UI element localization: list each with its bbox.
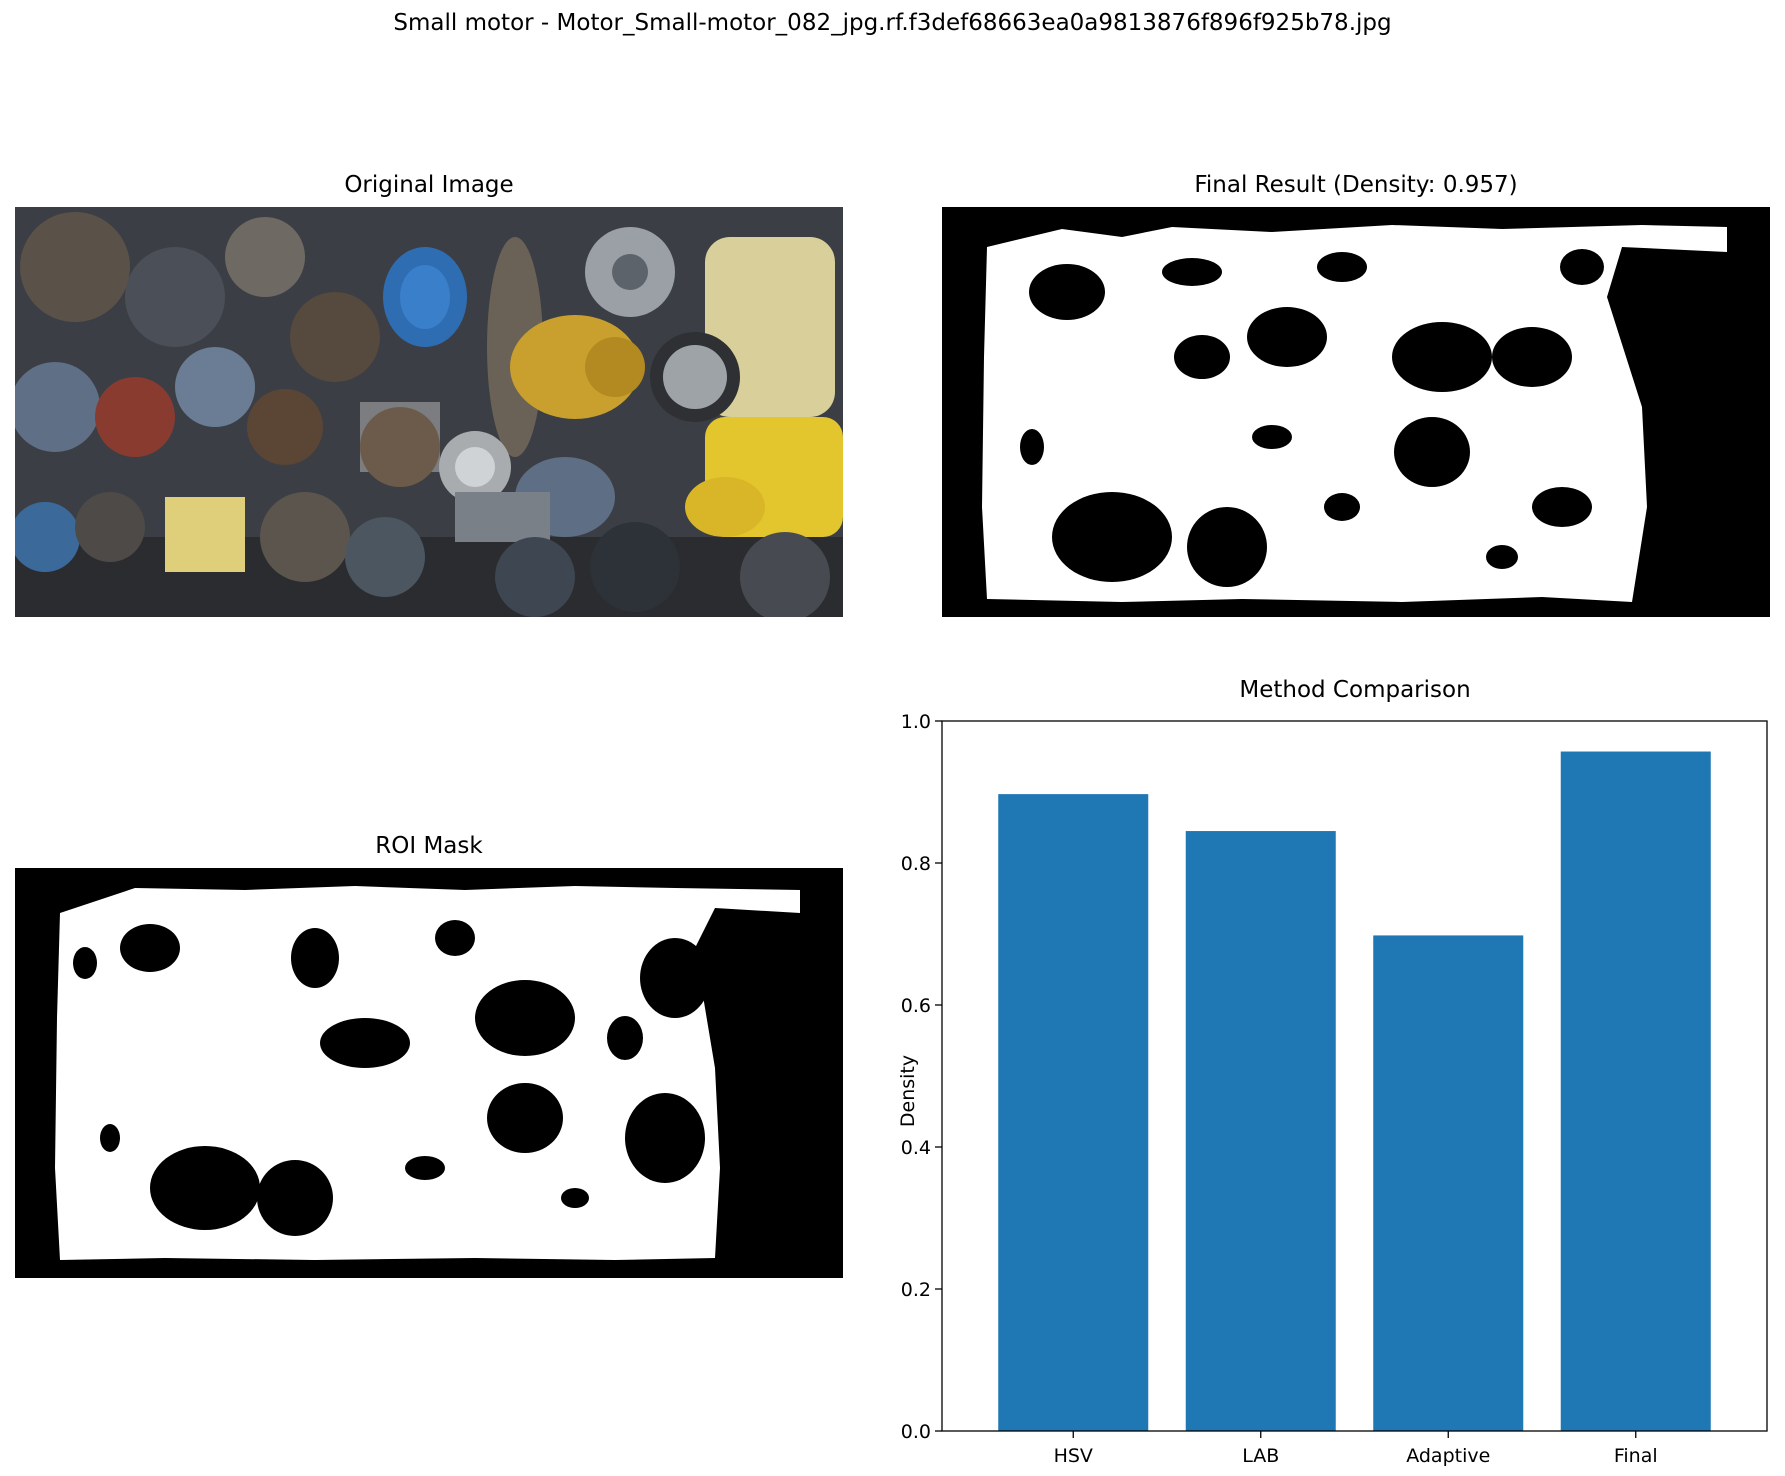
- y-tick-label: 0.8: [901, 853, 931, 875]
- roi-mask: [15, 868, 843, 1278]
- final-result-title: Final Result (Density: 0.957): [1194, 172, 1518, 198]
- y-tick-label: 0.0: [901, 1421, 931, 1443]
- x-tick-label: Final: [1614, 1445, 1658, 1467]
- plot-area-frame: [941, 720, 1768, 1432]
- bar-hsv: [998, 794, 1149, 1431]
- figure-title: Small motor - Motor_Small-motor_082_jpg.…: [393, 10, 1392, 36]
- y-tick-label: 0.6: [901, 995, 931, 1017]
- final-result-mask: [942, 207, 1770, 617]
- bar-final: [1560, 751, 1711, 1431]
- original-image-title: Original Image: [344, 172, 514, 198]
- bar-adaptive: [1373, 935, 1524, 1431]
- method-comparison-chart: Method Comparison Density 0.0 0.2 0.4 0.6 0.…: [897, 677, 1768, 1467]
- y-tick-label: 1.0: [901, 711, 931, 733]
- y-tick-label: 0.2: [901, 1279, 931, 1301]
- x-tick-label: Adaptive: [1406, 1445, 1490, 1467]
- x-tick-label: HSV: [1054, 1445, 1093, 1467]
- bar-lab: [1185, 831, 1336, 1431]
- roi-mask-title: ROI Mask: [375, 833, 483, 859]
- original-image: [15, 207, 843, 617]
- chart-title: Method Comparison: [1239, 677, 1470, 703]
- y-axis-label: Density: [897, 1055, 919, 1127]
- x-tick-label: LAB: [1242, 1445, 1279, 1467]
- y-tick-label: 0.4: [901, 1137, 931, 1159]
